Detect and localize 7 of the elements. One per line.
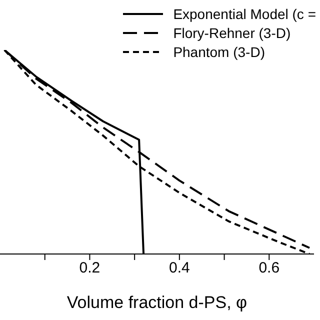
x-tick-label: 0.4 <box>169 260 190 277</box>
x-tick-label: 0.2 <box>79 260 100 277</box>
legend-label: Flory-Rehner (3-D) <box>173 24 291 40</box>
x-tick-label: 0.6 <box>258 260 280 277</box>
legend-label: Phantom (3-D) <box>173 44 265 60</box>
legend-label: Exponential Model (c = <box>173 6 316 22</box>
x-axis-title: Volume fraction d-PS, φ <box>66 293 248 312</box>
